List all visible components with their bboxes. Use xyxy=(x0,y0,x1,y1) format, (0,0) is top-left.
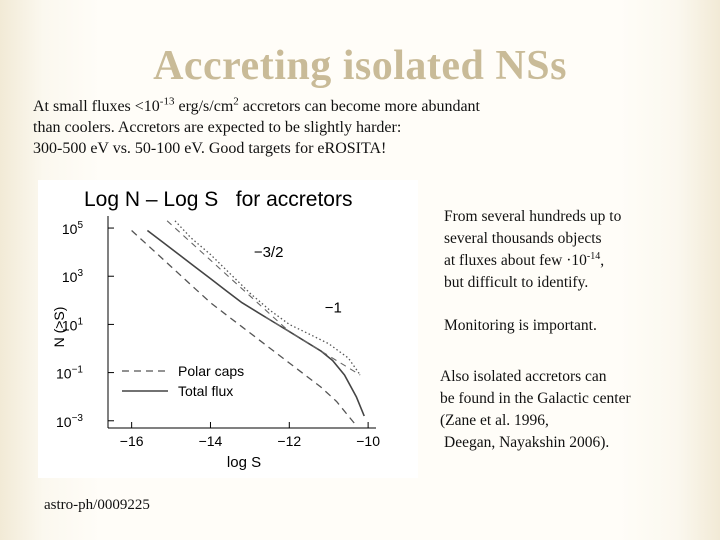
intro-line-1-b: erg/s/cm xyxy=(174,98,234,115)
side-paragraph-2: Monitoring is important. xyxy=(444,317,597,334)
side-p1-line-3-a: at fluxes about few ·10 xyxy=(444,252,587,269)
side-p1-line-2: several thousands objects xyxy=(444,230,602,247)
intro-line-1-c: accretors can become more abundant xyxy=(238,98,480,115)
y-axis-label: N (>S) xyxy=(51,307,67,348)
intro-line-3: 300-500 eV vs. 50-100 eV. Good targets f… xyxy=(33,140,387,157)
side-paragraph-1: From several hundreds up to several thou… xyxy=(444,206,621,294)
intro-line-1-a: At small fluxes <10 xyxy=(33,98,160,115)
series-line-dotted-2 xyxy=(174,220,361,376)
side-p1-line-3-b: , xyxy=(600,252,605,269)
reference-citation: astro-ph/0009225 xyxy=(44,497,150,513)
side-p3-line-2: be found in the Galactic center xyxy=(440,390,631,407)
series-line-dashed-1 xyxy=(131,230,357,427)
chart-title: Log N – Log S for accretors xyxy=(84,188,352,211)
side-p1-line-1: From several hundreds up to xyxy=(444,208,622,225)
side-paragraph-3: Also isolated accretors can be found in … xyxy=(440,366,631,454)
y-tick-label: 10−3 xyxy=(56,413,83,430)
x-tick-label: −10 xyxy=(356,433,380,449)
series-line-dashed-guide-4 xyxy=(265,316,361,376)
slide-title: Accreting isolated NSs xyxy=(153,43,567,89)
intro-text: At small fluxes <10-13 erg/s/cm2 accreto… xyxy=(33,96,593,159)
slope-annotation: −3/2 xyxy=(254,244,284,261)
side-p1-line-3-sup: -14 xyxy=(586,250,601,262)
intro-line-1-sup2: 2 xyxy=(233,95,239,108)
side-p1-line-3: at fluxes about few ·10-14, xyxy=(444,250,621,272)
legend-label: Polar caps xyxy=(178,363,244,379)
side-p1-line-4: but difficult to identify. xyxy=(444,274,589,291)
intro-line-1: At small fluxes <10-13 erg/s/cm2 accreto… xyxy=(33,96,593,117)
y-tick-label: 10−1 xyxy=(56,365,83,382)
side-p3-line-4: Deegan, Nayakshin 2006). xyxy=(444,434,610,451)
y-tick-label: 105 xyxy=(62,220,84,237)
x-tick-label: −12 xyxy=(277,433,301,449)
y-tick-label: 101 xyxy=(62,316,84,333)
side-p3-line-1: Also isolated accretors can xyxy=(440,368,607,385)
chart-svg: Log N – Log S for accretors log S N (>S)… xyxy=(51,188,380,471)
intro-line-2: than coolers. Accretors are expected to … xyxy=(33,119,402,136)
series-line-dashed-guide-3 xyxy=(166,220,290,333)
x-tick-label: −16 xyxy=(120,433,144,449)
legend-label: Total flux xyxy=(178,383,233,399)
y-tick-label: 103 xyxy=(62,268,84,285)
x-axis-label: log S xyxy=(227,454,261,471)
slope-annotation: −1 xyxy=(325,299,342,316)
side-p3-line-3: (Zane et al. 1996, xyxy=(440,412,549,429)
logn-logs-chart: Log N – Log S for accretors log S N (>S)… xyxy=(38,180,418,478)
x-tick-label: −14 xyxy=(199,433,223,449)
intro-line-1-sup: -13 xyxy=(159,95,175,108)
